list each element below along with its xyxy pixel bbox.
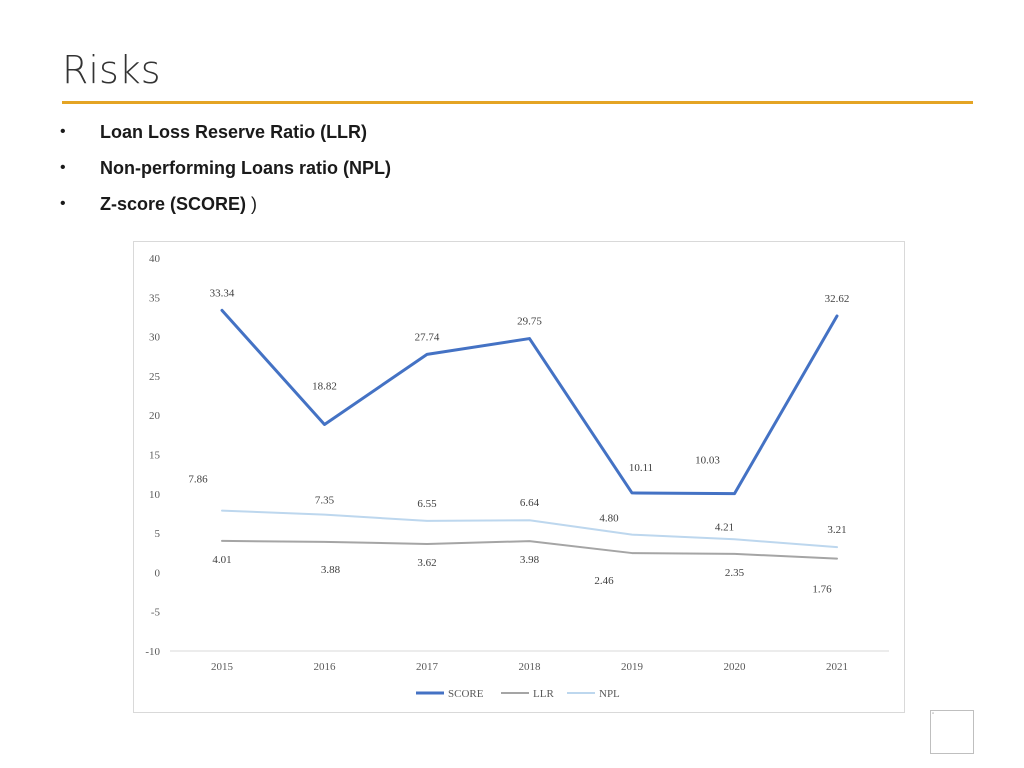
- data-label-llr: 3.88: [321, 564, 341, 576]
- data-label-npl: 6.55: [417, 498, 437, 510]
- y-tick-label: 30: [149, 332, 161, 344]
- x-tick-label: 2015: [211, 661, 234, 673]
- data-label-score: 10.03: [695, 455, 720, 467]
- data-label-score: 29.75: [517, 316, 542, 328]
- data-label-npl: 4.21: [715, 521, 734, 533]
- bullet-icon: •: [60, 195, 66, 212]
- x-tick-label: 2016: [314, 661, 337, 673]
- x-tick-label: 2017: [416, 661, 439, 673]
- legend-label-npl: NPL: [599, 688, 620, 700]
- y-tick-label: 10: [149, 489, 161, 501]
- bullet-label: Loan Loss Reserve Ratio (LLR): [100, 122, 368, 142]
- legend-label-score: SCORE: [448, 688, 484, 700]
- y-tick-label: 0: [155, 567, 161, 579]
- y-tick-label: -10: [145, 646, 160, 658]
- y-tick-label: 15: [149, 450, 161, 462]
- series-line-npl: [221, 509, 838, 549]
- bullet-suffix: ): [246, 194, 258, 214]
- series-line-llr: [221, 539, 838, 560]
- data-label-score: 27.74: [415, 331, 440, 343]
- x-tick-label: 2021: [826, 661, 848, 673]
- data-label-score: 10.11: [629, 462, 653, 474]
- data-label-llr: 2.46: [594, 575, 614, 587]
- y-tick-label: 20: [149, 410, 161, 422]
- data-label-llr: 3.62: [417, 557, 436, 569]
- slide-title: Risks: [62, 48, 161, 92]
- title-underline: [62, 101, 973, 104]
- y-tick-label: 25: [149, 371, 161, 383]
- data-label-npl: 7.86: [188, 474, 208, 486]
- legend-label-llr: LLR: [533, 688, 554, 700]
- x-tick-label: 2019: [621, 661, 644, 673]
- bullet-icon: •: [60, 123, 66, 140]
- series-line-score: [220, 308, 839, 496]
- slide-thumbnail-placeholder: ▫: [930, 710, 974, 754]
- bullet-item-llr: • Loan Loss Reserve Ratio (LLR): [60, 119, 391, 155]
- corner-mark: ▫: [932, 711, 935, 717]
- y-tick-label: 40: [149, 253, 161, 265]
- y-tick-label: 35: [149, 292, 161, 304]
- data-label-llr: 3.98: [520, 554, 540, 566]
- bullet-item-score: • Z-score (SCORE) ): [60, 191, 391, 227]
- bullet-label: Non-performing Loans ratio (NPL): [100, 158, 391, 178]
- x-tick-label: 2020: [724, 661, 747, 673]
- data-label-llr: 2.35: [725, 567, 745, 579]
- chart-container: 40 35 30 25 20 15 10 5 0 -5 -10 2015 2016 2017 2018 201…: [133, 241, 905, 713]
- y-tick-label: 5: [155, 528, 161, 540]
- bullet-list: • Loan Loss Reserve Ratio (LLR) • Non-pe…: [60, 119, 391, 227]
- bullet-icon: •: [60, 159, 66, 176]
- data-label-score: 32.62: [825, 293, 850, 305]
- x-tick-label: 2018: [519, 661, 542, 673]
- data-label-llr: 4.01: [212, 554, 231, 566]
- data-label-llr: 1.76: [812, 584, 832, 596]
- y-tick-label: -5: [151, 607, 161, 619]
- data-label-score: 18.82: [312, 380, 337, 392]
- data-label-npl: 7.35: [315, 495, 335, 507]
- bullet-item-npl: • Non-performing Loans ratio (NPL): [60, 155, 391, 191]
- data-label-npl: 6.64: [520, 497, 540, 509]
- data-label-score: 33.34: [210, 287, 235, 299]
- data-label-npl: 3.21: [827, 524, 846, 536]
- data-label-npl: 4.80: [599, 513, 619, 525]
- bullet-label: Z-score (SCORE): [100, 194, 247, 214]
